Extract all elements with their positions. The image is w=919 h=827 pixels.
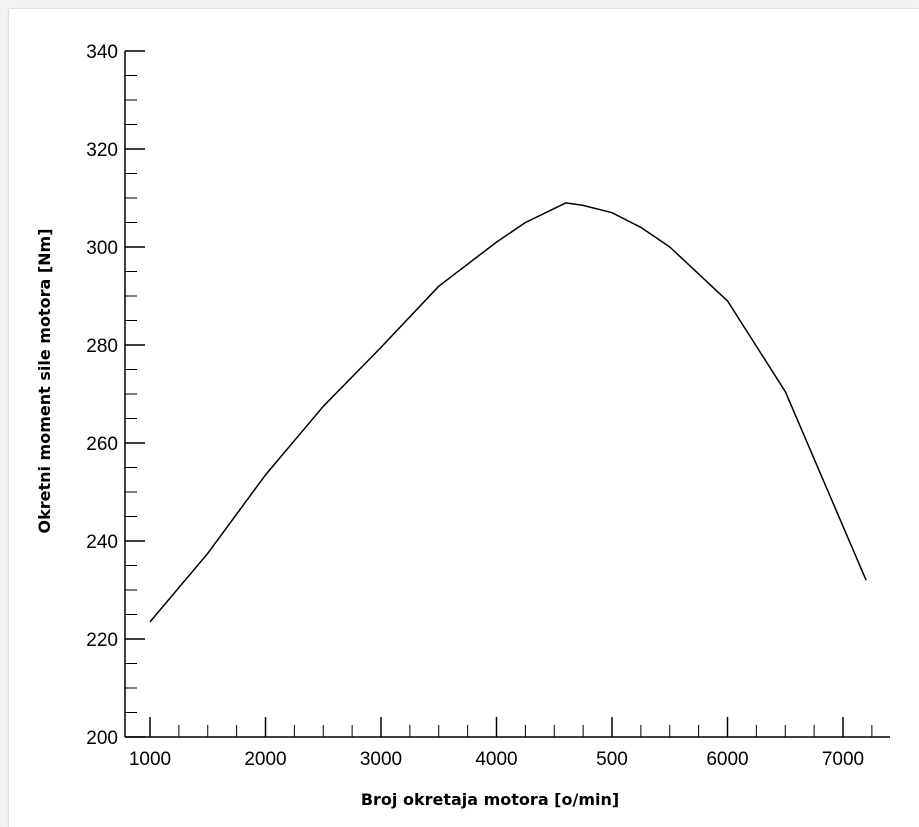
y-tick-label: 260 (86, 434, 118, 455)
y-tick-label: 200 (86, 728, 118, 749)
x-tick-label: 2000 (244, 749, 286, 770)
x-tick-label: 6000 (706, 749, 748, 770)
torque-curve (149, 202, 867, 623)
y-tick-label: 340 (86, 42, 118, 63)
x-tick-label: 3000 (360, 749, 402, 770)
y-tick-label: 240 (86, 532, 118, 553)
x-tick-label: 500 (596, 749, 628, 770)
x-tick-label: 1000 (129, 749, 171, 770)
x-tick-label: 7000 (822, 749, 864, 770)
tick-labels: 200 220 240 260 280 300 320 340 1000 2000 3000 4000… (86, 42, 864, 770)
y-tick-label: 320 (86, 140, 118, 161)
y-tick-label: 280 (86, 336, 118, 357)
y-tick-label: 220 (86, 630, 118, 651)
y-tick-label: 300 (86, 238, 118, 259)
y-axis-title: Okretni moment sile motora [Nm] (35, 228, 54, 533)
chart-ticks (125, 50, 873, 738)
chart-axes (124, 51, 890, 738)
x-tick-label: 4000 (475, 749, 517, 770)
x-axis-title: Broj okretaja motora [o/min] (361, 790, 619, 809)
chart-frame (9, 9, 919, 827)
chart-series (149, 202, 867, 623)
